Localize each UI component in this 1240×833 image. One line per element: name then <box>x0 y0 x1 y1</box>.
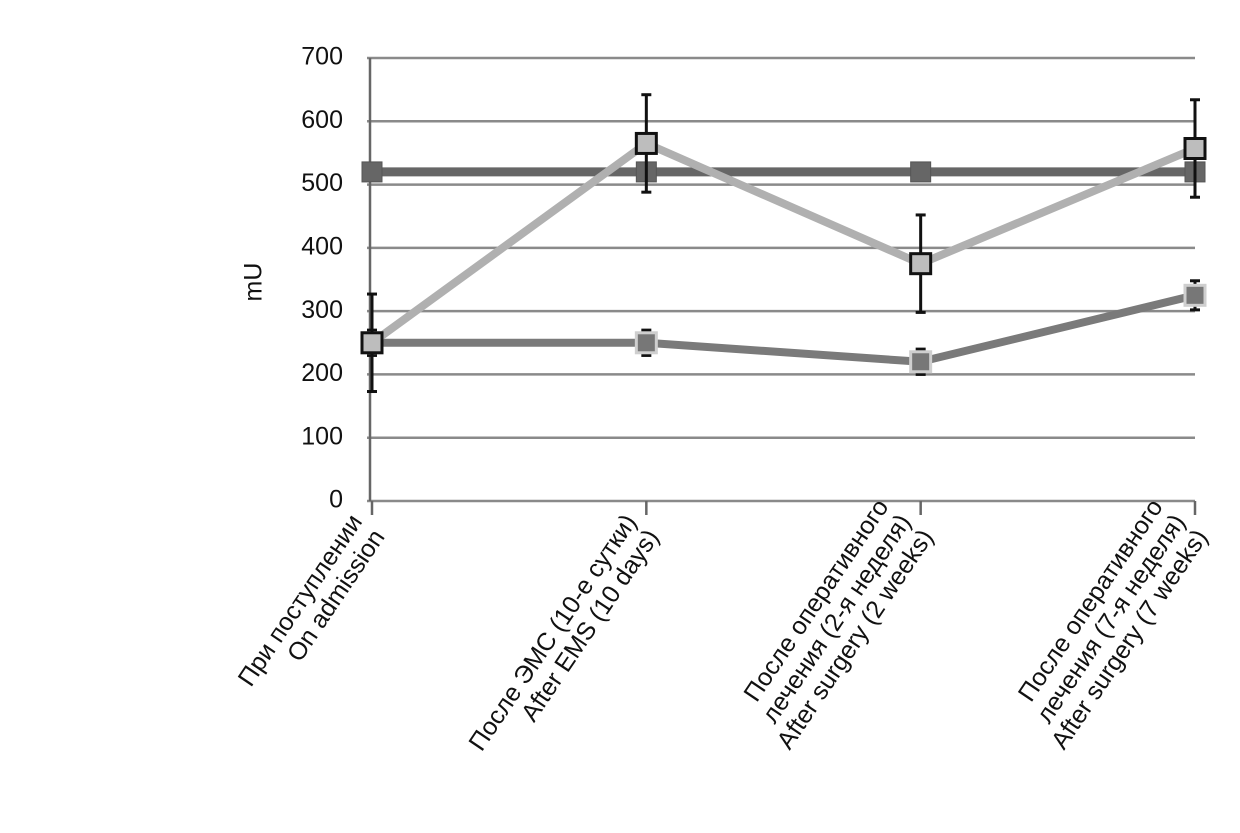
y-tick-label: 300 <box>301 296 343 324</box>
marker <box>360 331 384 355</box>
marker <box>1183 136 1207 160</box>
x-tick-label-line: лечения (2-я неделя) <box>756 509 916 728</box>
x-tick-label-line: лечения (7-я неделя) <box>1031 509 1191 728</box>
y-tick-label: 100 <box>301 422 343 450</box>
y-tick-label: 400 <box>301 232 343 260</box>
marker <box>634 131 658 155</box>
marker <box>361 161 383 183</box>
marker <box>1183 283 1207 307</box>
x-tick-label: После ЭМС (10-е сутки)After EMS (10 days… <box>463 509 664 756</box>
y-axis-label: mU <box>240 263 268 302</box>
y-tick-label: 500 <box>301 169 343 197</box>
x-tick-label-line: После ЭМС (10-е сутки) <box>463 509 642 756</box>
y-tick-label: 0 <box>329 486 343 514</box>
y-tick-label: 700 <box>301 43 343 71</box>
y-tick-label: 600 <box>301 106 343 134</box>
marker <box>909 350 933 374</box>
series-line <box>369 138 1197 347</box>
series-line <box>372 291 1196 366</box>
marker <box>910 161 932 183</box>
marker <box>909 252 933 276</box>
marker <box>634 331 658 355</box>
y-tick-label: 200 <box>301 359 343 387</box>
